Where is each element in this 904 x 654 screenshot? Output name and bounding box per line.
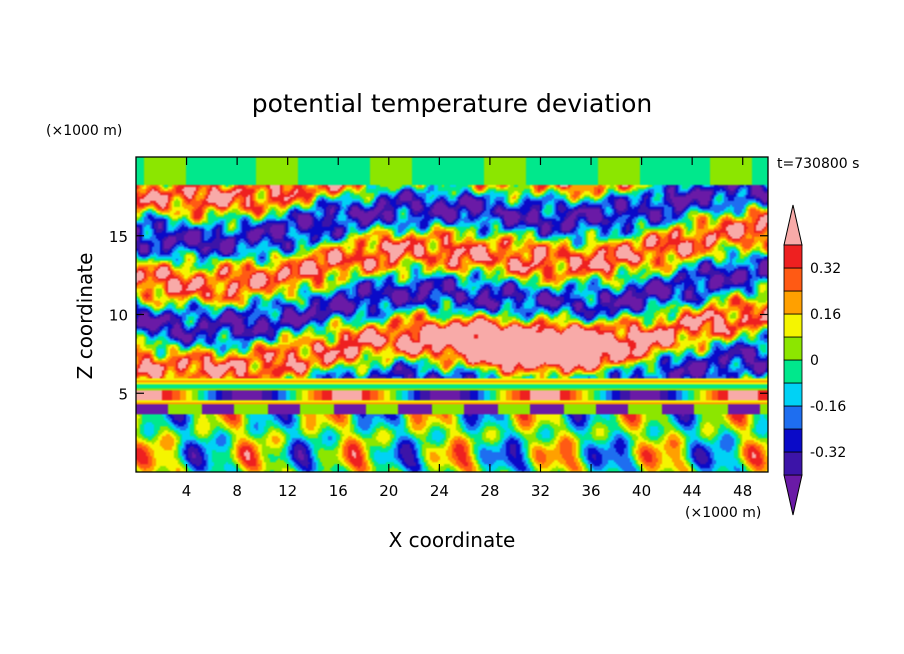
x-tick-label: 8 bbox=[232, 482, 242, 500]
contour-raster bbox=[136, 157, 768, 472]
x-tick-label: 28 bbox=[480, 482, 499, 500]
colorbar-extend-min bbox=[783, 474, 803, 516]
y-axis-label: Z coordinate bbox=[73, 253, 97, 380]
x-axis-ticks: 4 8 12 16 20 24 28 32 36 40 44 48 bbox=[182, 157, 752, 500]
colorbar-bin bbox=[783, 267, 803, 292]
colorbar-extend-max bbox=[783, 204, 803, 246]
x-tick-label: 44 bbox=[683, 482, 702, 500]
colorbar-bin bbox=[783, 428, 803, 453]
x-axis-label: X coordinate bbox=[389, 528, 516, 552]
colorbar-bin bbox=[783, 405, 803, 430]
x-tick-label: 36 bbox=[581, 482, 600, 500]
contour-field bbox=[136, 157, 768, 472]
x-tick-label: 12 bbox=[278, 482, 297, 500]
colorbar-bin bbox=[783, 382, 803, 407]
x-tick-label: 48 bbox=[733, 482, 752, 500]
y-tick-label: 5 bbox=[118, 385, 128, 403]
y-tick-label: 15 bbox=[109, 228, 128, 246]
colorbar-label: -0.32 bbox=[810, 445, 846, 461]
colorbar-label: 0.32 bbox=[810, 261, 841, 277]
colorbar-label: 0.16 bbox=[810, 307, 841, 323]
colorbar-label: -0.16 bbox=[810, 399, 846, 415]
colorbar-label: 0 bbox=[810, 353, 819, 369]
colorbar-bin bbox=[783, 290, 803, 315]
x-unit-label: (×1000 m) bbox=[685, 505, 761, 521]
chart-title: potential temperature deviation bbox=[252, 89, 652, 118]
colorbar-bin bbox=[783, 336, 803, 361]
y-tick-label: 10 bbox=[109, 307, 128, 325]
y-unit-label: (×1000 m) bbox=[46, 123, 122, 139]
x-tick-label: 24 bbox=[430, 482, 449, 500]
time-label: t=730800 s bbox=[777, 156, 859, 172]
colorbar: 0.32 0.16 0 -0.16 -0.32 bbox=[783, 204, 846, 516]
x-tick-label: 32 bbox=[531, 482, 550, 500]
colorbar-bin bbox=[783, 359, 803, 384]
colorbar-bin bbox=[783, 451, 803, 476]
colorbar-bin bbox=[783, 313, 803, 338]
colorbar-bin bbox=[783, 244, 803, 269]
x-tick-label: 16 bbox=[329, 482, 348, 500]
x-tick-label: 40 bbox=[632, 482, 651, 500]
x-tick-label: 4 bbox=[182, 482, 192, 500]
x-tick-label: 20 bbox=[379, 482, 398, 500]
y-axis-ticks: 5 10 15 bbox=[109, 228, 768, 403]
